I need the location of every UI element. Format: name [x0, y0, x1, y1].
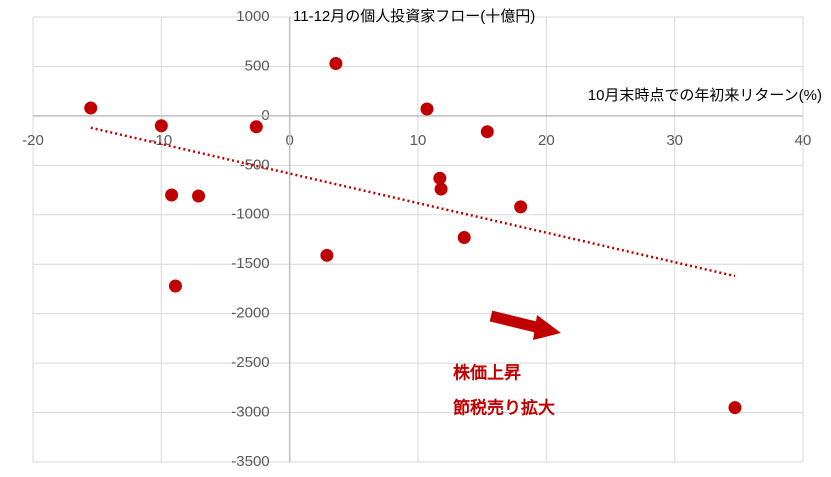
point: [457, 231, 471, 245]
x-tick-label: -10: [150, 132, 172, 149]
y-tick-label: -500: [240, 156, 270, 173]
point: [434, 182, 448, 196]
y-tick-label: -3500: [231, 453, 269, 470]
x-tick-label: 40: [795, 132, 812, 149]
y-tick-label: -2000: [231, 305, 269, 322]
point: [433, 171, 447, 185]
y-tick-label: -2500: [231, 354, 269, 371]
x-tick-label: 20: [538, 132, 555, 149]
x-tick-label: 30: [666, 132, 683, 149]
point: [192, 189, 206, 203]
annotation: 株価上昇: [453, 362, 521, 382]
y-tick-label: -1000: [231, 206, 269, 223]
x-axis-label: 10月末時点での年初来リターン(%): [588, 87, 822, 104]
point: [420, 102, 434, 116]
point: [168, 279, 182, 293]
annotation: 節税売り拡大: [452, 397, 555, 417]
x-tick-label: -20: [22, 132, 44, 149]
point: [249, 120, 263, 134]
point: [165, 188, 179, 202]
point: [329, 56, 343, 70]
y-tick-label: 500: [245, 57, 270, 74]
point: [514, 200, 528, 214]
point: [154, 119, 168, 133]
arrow: [489, 310, 561, 340]
chart-title: 11-12月の個人投資家フロー(十億円): [293, 8, 535, 25]
y-tick-label: 1000: [236, 8, 269, 25]
trendline: [90, 126, 736, 278]
y-tick-label: -3000: [231, 404, 269, 421]
x-tick-label: 10: [410, 132, 427, 149]
point: [84, 101, 98, 115]
point: [320, 248, 334, 262]
y-tick-label: -1500: [231, 255, 269, 272]
point: [480, 125, 494, 139]
point: [728, 401, 742, 415]
